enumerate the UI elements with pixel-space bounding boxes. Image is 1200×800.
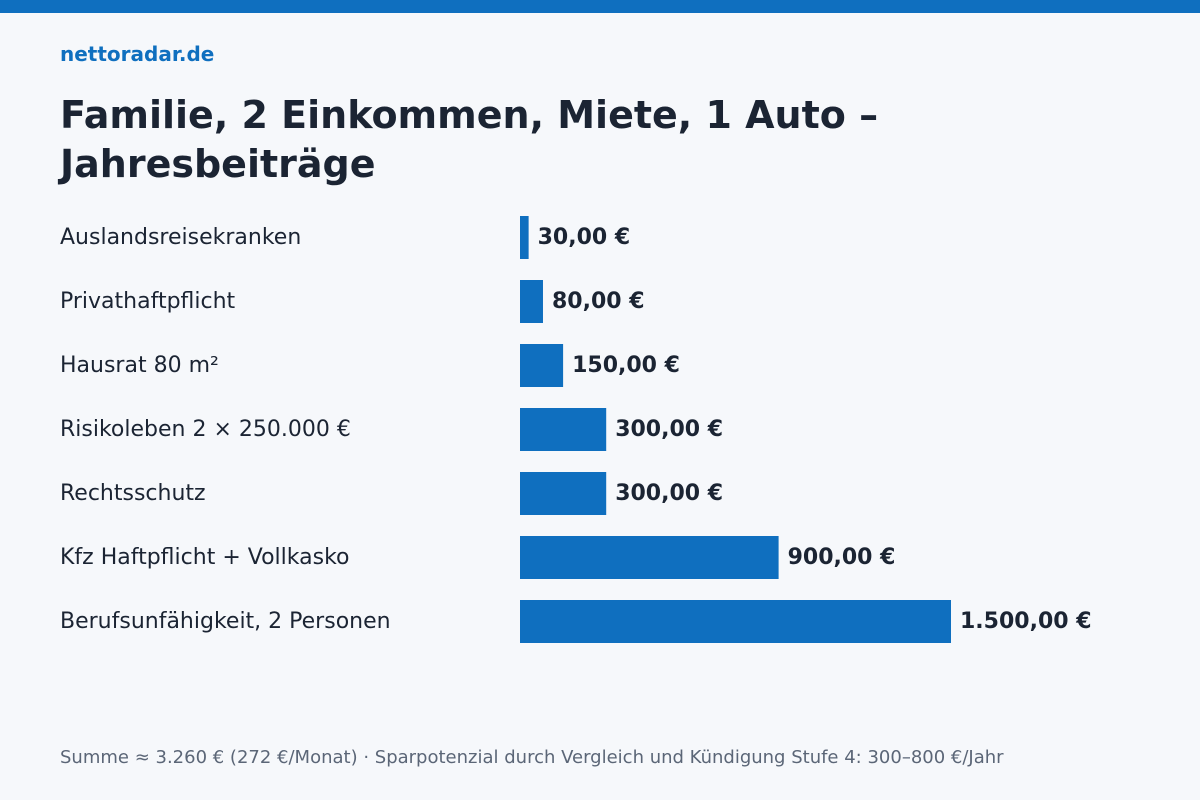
category-label: Risikoleben 2 × 250.000 € xyxy=(60,417,351,442)
bar xyxy=(520,600,951,643)
value-label: 300,00 € xyxy=(615,417,723,442)
chart-title: Familie, 2 Einkommen, Miete, 1 Auto – Ja… xyxy=(60,93,879,186)
bar xyxy=(520,280,543,323)
bar xyxy=(520,536,779,579)
category-label: Rechtsschutz xyxy=(60,481,206,506)
bar-row: Berufsunfähigkeit, 2 Personen 1.500,00 € xyxy=(60,600,1092,643)
footer-note: Summe ≈ 3.260 € (272 €/Monat) · Sparpote… xyxy=(60,747,1004,768)
bar-row: Privathaftpflicht 80,00 € xyxy=(60,280,645,323)
bar xyxy=(520,216,529,259)
category-label: Kfz Haftpflicht + Vollkasko xyxy=(60,545,349,570)
category-label: Berufsunfähigkeit, 2 Personen xyxy=(60,609,391,634)
value-label: 150,00 € xyxy=(572,353,680,378)
value-label: 1.500,00 € xyxy=(960,609,1092,634)
bar xyxy=(520,408,607,451)
value-label: 900,00 € xyxy=(788,545,896,570)
bar-row: Rechtsschutz 300,00 € xyxy=(60,472,723,515)
value-label: 80,00 € xyxy=(552,289,645,314)
bar-row: Auslandsreisekranken 30,00 € xyxy=(60,216,630,259)
bar-row: Hausrat 80 m² 150,00 € xyxy=(60,344,680,387)
brand-name: nettoradar.de xyxy=(60,42,215,66)
bar-row: Risikoleben 2 × 250.000 € 300,00 € xyxy=(60,408,723,451)
category-label: Auslandsreisekranken xyxy=(60,225,301,250)
value-label: 300,00 € xyxy=(615,481,723,506)
category-label: Privathaftpflicht xyxy=(60,289,236,314)
bar xyxy=(520,472,607,515)
top-accent-bar xyxy=(0,0,1200,13)
value-label: 30,00 € xyxy=(538,225,631,250)
bar-row: Kfz Haftpflicht + Vollkasko 900,00 € xyxy=(60,536,895,579)
category-label: Hausrat 80 m² xyxy=(60,353,219,378)
bar xyxy=(520,344,564,387)
